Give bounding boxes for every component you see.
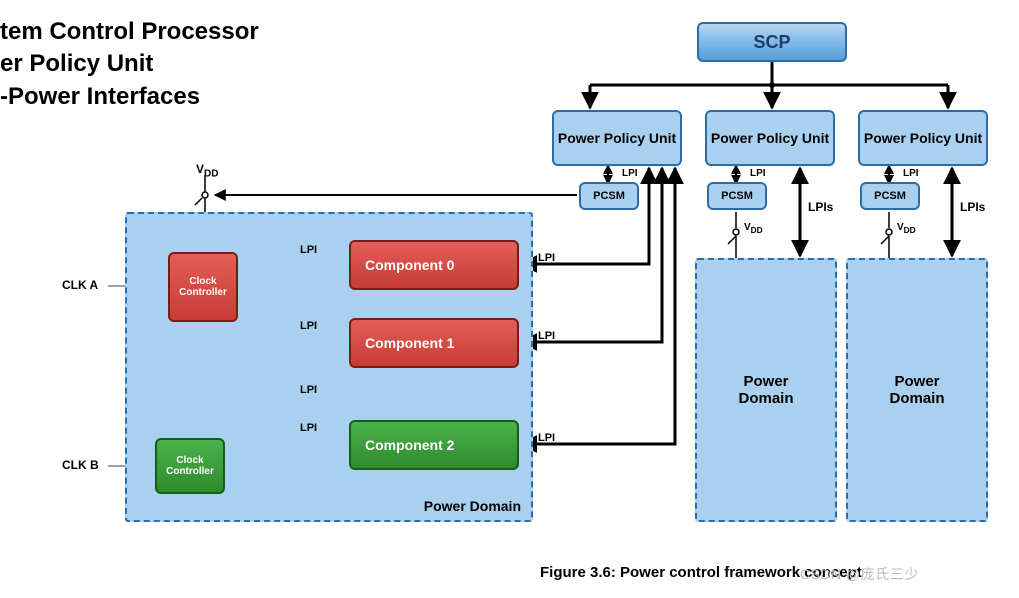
lpi-label: LPI bbox=[300, 384, 317, 396]
pcsm-node-1: PCSM bbox=[579, 182, 639, 210]
ppu-node-1: Power Policy Unit bbox=[552, 110, 682, 166]
legend-line: tem Control Processor bbox=[0, 16, 259, 48]
clock-controller-b: Clock Controller bbox=[155, 438, 225, 494]
pcsm-node-3: PCSM bbox=[860, 182, 920, 210]
lpi-label: LPI bbox=[300, 422, 317, 434]
vdd-label: VDD bbox=[897, 222, 916, 235]
lpi-label: LPI bbox=[903, 168, 919, 179]
clk-a-label: CLK A bbox=[62, 278, 98, 292]
component-0: Component 0 bbox=[349, 240, 519, 290]
legend-line: -Power Interfaces bbox=[0, 81, 259, 113]
power-domain-3: PowerDomain bbox=[846, 258, 988, 522]
pcsm-label: PCSM bbox=[721, 190, 753, 202]
vdd-label: VDD bbox=[744, 222, 763, 235]
ppu-label: Power Policy Unit bbox=[558, 130, 676, 146]
watermark: CSDN @庞氏三少 bbox=[800, 564, 919, 584]
ppu-node-3: Power Policy Unit bbox=[858, 110, 988, 166]
component-2: Component 2 bbox=[349, 420, 519, 470]
component-label: Component 2 bbox=[365, 437, 454, 453]
scp-node: SCP bbox=[697, 22, 847, 62]
power-domain-2: PowerDomain bbox=[695, 258, 837, 522]
ppu-label: Power Policy Unit bbox=[711, 130, 829, 146]
lpi-label: LPI bbox=[750, 168, 766, 179]
clk-b-label: CLK B bbox=[62, 458, 99, 472]
pcsm-node-2: PCSM bbox=[707, 182, 767, 210]
lpi-label: LPI bbox=[300, 244, 317, 256]
legend-line: er Policy Unit bbox=[0, 48, 259, 80]
domain-label: PowerDomain bbox=[889, 373, 944, 407]
lpis-label: LPIs bbox=[808, 200, 833, 214]
ppu-label: Power Policy Unit bbox=[864, 130, 982, 146]
lpi-label: LPI bbox=[300, 320, 317, 332]
scp-label: SCP bbox=[753, 32, 790, 53]
vdd-label: VDD bbox=[196, 162, 218, 179]
component-label: Component 1 bbox=[365, 335, 454, 351]
pcsm-label: PCSM bbox=[593, 190, 625, 202]
lpis-label: LPIs bbox=[960, 200, 985, 214]
clk-ctrl-label: Clock Controller bbox=[170, 276, 236, 298]
clock-controller-a: Clock Controller bbox=[168, 252, 238, 322]
lpi-label: LPI bbox=[538, 252, 555, 264]
lpi-label: LPI bbox=[538, 330, 555, 342]
pcsm-label: PCSM bbox=[874, 190, 906, 202]
component-label: Component 0 bbox=[365, 257, 454, 273]
ppu-node-2: Power Policy Unit bbox=[705, 110, 835, 166]
lpi-label: LPI bbox=[622, 168, 638, 179]
lpi-label: LPI bbox=[538, 432, 555, 444]
domain-label: PowerDomain bbox=[738, 373, 793, 407]
domain-label: Power Domain bbox=[424, 498, 521, 514]
clk-ctrl-label: Clock Controller bbox=[157, 455, 223, 477]
component-1: Component 1 bbox=[349, 318, 519, 368]
legend-block: tem Control Processor er Policy Unit -Po… bbox=[0, 16, 259, 113]
